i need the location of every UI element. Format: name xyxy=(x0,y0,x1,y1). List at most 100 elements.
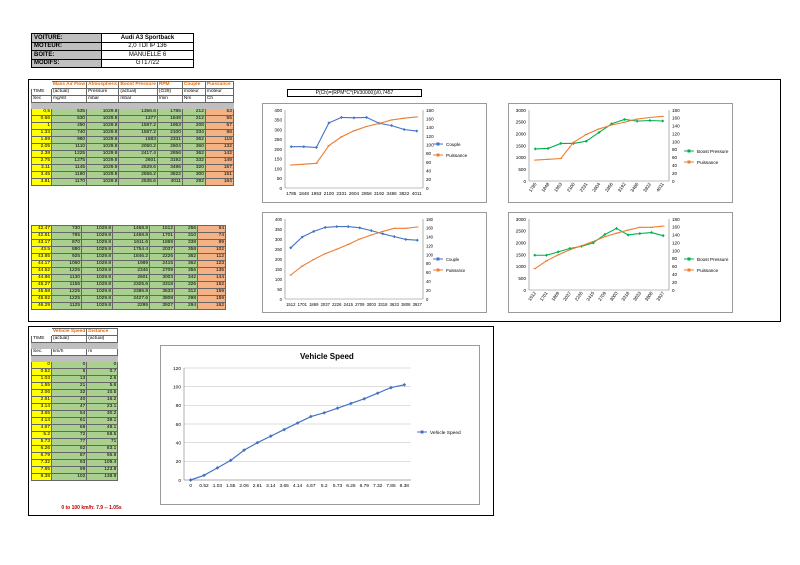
data-point xyxy=(661,119,665,123)
table-cell: 45.92 xyxy=(31,295,52,303)
table-cell: 118 xyxy=(204,136,234,145)
table-cell: 57 xyxy=(204,122,234,131)
table-cell: 8.38 xyxy=(31,473,52,482)
table-cell: 7.85 xyxy=(31,466,52,475)
y-tick-label: 80 xyxy=(176,403,182,409)
speed-data-table: Vehicle Speed Distance TIME (actual) (actual… xyxy=(31,328,119,482)
table-row: 0.66 530 1029.8 1377 1848 212 55 xyxy=(31,115,234,124)
table-cell: 3003 xyxy=(149,274,175,282)
table-row: 5.73 77 71 xyxy=(31,438,119,447)
table-row xyxy=(31,341,119,350)
table-cell: 1029.8 xyxy=(86,178,120,187)
table-cell: 0 xyxy=(31,361,52,370)
legend-marker xyxy=(687,268,691,272)
torque-power-chart-run2: 0 50 100 150 200 250 300 350 400 0 20 40 60 80 100 120 1… xyxy=(262,212,487,313)
x-tick-label: 3486 xyxy=(630,181,640,193)
table-cell: 132 xyxy=(204,143,234,152)
table-cell: 99 xyxy=(50,466,88,475)
table-cell: 6.26 xyxy=(31,445,52,454)
table-cell: 2556.2 xyxy=(118,171,158,180)
table-cell: 925 xyxy=(51,253,82,261)
table-cell: 332 xyxy=(181,157,206,166)
series-line-puissance xyxy=(535,115,663,161)
table-row: Vehicle Speed Distance xyxy=(32,328,119,336)
table-row: 43.17 870 1029.8 1611.6 1869 338 89 xyxy=(31,239,226,247)
y2-tick-label: 160 xyxy=(426,226,434,231)
x-tick-label: 6.26 xyxy=(346,483,356,489)
x-tick-label: 1785 xyxy=(528,181,538,193)
x-tick-label: 1953 xyxy=(311,191,322,196)
table-cell: 43.85 xyxy=(31,253,52,261)
table-row: Sec. km/h m xyxy=(31,348,119,357)
table-cell: 2.06 xyxy=(31,389,52,398)
series-line-couple xyxy=(290,226,418,249)
table-cell: 1512 xyxy=(149,225,175,233)
data-point xyxy=(544,253,549,257)
data-point xyxy=(402,382,407,387)
table-cell: 2325.6 xyxy=(112,281,150,289)
table-cell: 212 xyxy=(181,115,206,124)
data-point xyxy=(603,232,607,237)
data-point xyxy=(375,391,380,396)
table-cell: 1468.8 xyxy=(112,232,150,240)
car-info-table: VOITURE: Audi A3 Sportback MOTEUR: 2,0 T… xyxy=(31,33,194,68)
table-cell: 49.1 xyxy=(86,424,119,433)
y2-tick-label: 180 xyxy=(672,217,680,222)
y-tick-label: 250 xyxy=(274,137,282,142)
x-tick-label: 2415 xyxy=(344,302,354,307)
table-row: 44.52 1225 1029.8 2346 2709 356 135 xyxy=(31,267,226,275)
y-tick-label: 500 xyxy=(518,167,526,172)
x-tick-label: 3192 xyxy=(374,191,385,196)
legend-label: Puissance xyxy=(446,268,466,273)
legend-marker xyxy=(687,257,691,261)
table-cell: 1029.8 xyxy=(81,260,113,268)
table-cell: 360 xyxy=(181,143,206,152)
table-cell: 102 xyxy=(197,246,226,254)
car-info-label: MODIFS: xyxy=(31,58,102,68)
gray-separator xyxy=(50,355,88,363)
table-cell: 0,5 xyxy=(31,108,52,117)
column-subheader: (actual) xyxy=(118,88,158,96)
table-cell: 334 xyxy=(181,129,206,138)
table-row: 3.65 54 30.2 xyxy=(31,410,119,419)
data-point xyxy=(404,237,408,241)
table-cell: 2604 xyxy=(156,143,183,152)
table-cell: 300 xyxy=(181,171,206,180)
column-header: Distance xyxy=(86,328,119,336)
y-tick-label: 150 xyxy=(274,157,282,162)
data-point xyxy=(415,129,419,133)
table-cell: 292 xyxy=(181,178,206,187)
table-cell: 1225 xyxy=(51,267,82,275)
y2-tick-label: 0 xyxy=(426,297,429,302)
y-tick-label: 200 xyxy=(275,257,283,262)
y2-tick-label: 20 xyxy=(426,288,431,293)
x-tick-label: 4.67 xyxy=(306,483,316,489)
table-cell: 1.55 xyxy=(31,382,52,391)
y-tick-label: 100 xyxy=(275,277,283,282)
chart-svg: 0 50 100 150 200 250 300 350 400 0 20 40 60 80 100 120 1… xyxy=(275,217,466,307)
column-header xyxy=(32,82,52,89)
table-cell: 1029.8 xyxy=(86,108,120,117)
table-row: 1.55 21 5.6 xyxy=(31,382,119,391)
legend-marker xyxy=(436,268,440,272)
y-tick-label: 0 xyxy=(523,288,526,293)
table-cell: 159 xyxy=(197,295,226,303)
table-cell: 490 xyxy=(50,122,88,131)
table-cell: 3808 xyxy=(149,295,175,303)
table-row: 6.79 87 95.9 xyxy=(31,452,119,461)
engine-section-frame xyxy=(28,79,781,322)
table-cell: 123 xyxy=(197,260,226,268)
table-cell: 960 xyxy=(50,136,88,145)
y2-tick-label: 80 xyxy=(426,151,432,156)
table-cell: 1848 xyxy=(156,115,183,124)
table-cell: 74 xyxy=(197,232,226,240)
table-cell: 1029.8 xyxy=(86,136,120,145)
table-cell: 3.11 xyxy=(31,164,52,173)
table-cell: 338 xyxy=(174,239,198,247)
table-cell: 358 xyxy=(174,246,198,254)
data-point xyxy=(369,229,373,233)
table-cell: 3.65 xyxy=(31,410,52,419)
x-tick-label: 1512 xyxy=(286,302,296,307)
table-cell: 1125 xyxy=(51,302,82,310)
table-cell: 1029.8 xyxy=(81,295,113,303)
